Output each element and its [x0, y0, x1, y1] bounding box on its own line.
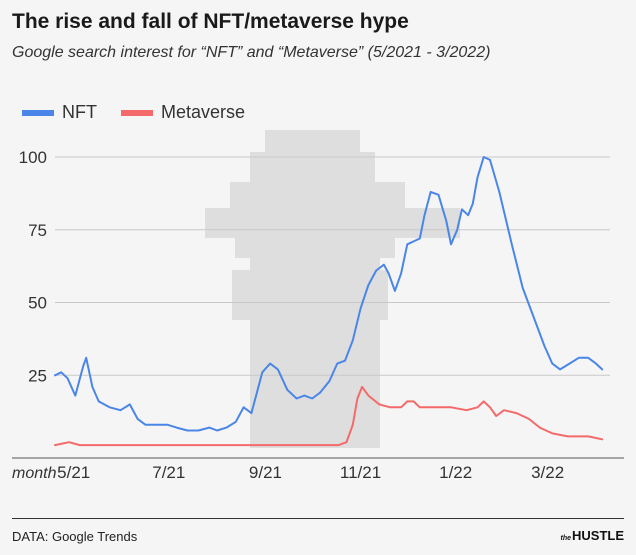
x-tick-label-11-21: 11/21: [340, 463, 381, 482]
series-line-metaverse: [54, 385, 604, 447]
watermark-block-6: [232, 270, 252, 320]
y-tick-label-50: 50: [28, 294, 47, 313]
y-axis-ticks: 25 50 75 100: [19, 148, 47, 385]
brand-logo: the HUSTLE: [561, 528, 625, 543]
legend-swatch-nft: [22, 109, 54, 116]
legend-swatch-metaverse: [121, 109, 153, 116]
watermark-block-7: [368, 270, 388, 320]
watermark-block-4: [235, 238, 395, 258]
x-tick-label-7-21: 7/21: [152, 463, 185, 482]
brand-logo-name: HUSTLE: [572, 528, 624, 543]
watermark-block-2: [230, 182, 405, 208]
y-tick-label-75: 75: [28, 221, 47, 240]
chart-legend: NFT Metaverse: [22, 102, 269, 123]
brand-logo-prefix: the: [560, 535, 572, 542]
y-tick-label-25: 25: [28, 366, 47, 385]
watermark-block-5: [250, 258, 380, 448]
series-lines: [54, 156, 604, 447]
x-tick-label-1-22: 1/22: [439, 463, 472, 482]
x-axis-title: month: [12, 465, 57, 482]
legend-item-metaverse: Metaverse: [121, 102, 245, 123]
data-source: DATA: Google Trends: [12, 529, 138, 544]
x-tick-label-3-22: 3/22: [531, 463, 564, 482]
chart-title: The rise and fall of NFT/metaverse hype: [12, 10, 409, 33]
y-tick-label-100: 100: [19, 148, 47, 167]
series-line-nft: [54, 156, 604, 432]
x-tick-label-5-21: 5/21: [57, 463, 90, 482]
legend-item-nft: NFT: [22, 102, 97, 123]
watermark-block-0: [265, 130, 360, 152]
legend-label-nft: NFT: [62, 102, 97, 122]
watermark-block-3: [205, 208, 460, 238]
footer-divider: [12, 518, 624, 519]
pixel-art-watermark: [205, 130, 460, 448]
chart-subtitle: Google search interest for “NFT” and “Me…: [12, 44, 491, 61]
x-axis-ticks: month 5/21 7/21 9/21 11/21 1/22 3/22: [12, 463, 564, 482]
x-tick-label-9-21: 9/21: [249, 463, 282, 482]
legend-label-metaverse: Metaverse: [161, 102, 246, 122]
